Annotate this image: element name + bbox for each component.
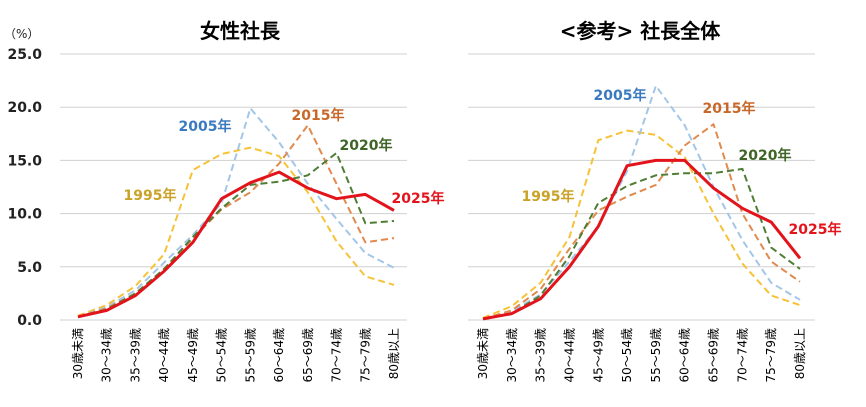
x-tick-label: 50～54歳 xyxy=(620,328,634,383)
x-tick-label: 50～54歳 xyxy=(215,328,229,383)
x-tick-label: 40～44歳 xyxy=(157,328,171,383)
x-tick-label: 55～59歳 xyxy=(649,328,663,383)
y-tick-label: 5.0 xyxy=(17,260,42,276)
x-tick-label: 40～44歳 xyxy=(562,328,576,383)
y-tick-label: 25.0 xyxy=(7,47,42,63)
x-tick-label: 45～49歳 xyxy=(186,328,200,383)
y-tick-label: 20.0 xyxy=(7,100,42,116)
x-tick-label: 60～64歳 xyxy=(272,328,286,383)
chart-title-female: 女性社長 xyxy=(200,19,281,43)
y-tick-label: 0.0 xyxy=(17,313,42,329)
series-label-1995: 1995年 xyxy=(124,187,177,204)
series-line-2025 xyxy=(483,160,800,319)
series-label-2005: 2005年 xyxy=(594,87,647,104)
x-tick-label: 70～74歳 xyxy=(330,328,344,383)
x-tick-label: 70～74歳 xyxy=(735,328,749,383)
x-tick-label: 30歳未満 xyxy=(71,328,85,379)
x-tick-label: 65～69歳 xyxy=(301,328,315,383)
series-label-2020: 2020年 xyxy=(739,147,792,164)
x-tick-label: 55～59歳 xyxy=(243,328,257,383)
series-label-2020: 2020年 xyxy=(340,137,393,154)
y-tick-label: 15.0 xyxy=(7,153,42,169)
x-tick-label: 80歳以上 xyxy=(387,328,401,379)
series-label-2015: 2015年 xyxy=(703,100,756,117)
series-label-2015: 2015年 xyxy=(292,107,345,124)
unit-label: （%） xyxy=(4,27,39,41)
x-tick-label: 45～49歳 xyxy=(591,328,605,383)
x-tick-label: 65～69歳 xyxy=(707,328,721,383)
series-label-2005: 2005年 xyxy=(179,118,232,135)
x-tick-label: 30～34歳 xyxy=(100,328,114,383)
x-tick-label: 30～34歳 xyxy=(505,328,519,383)
x-tick-label: 60～64歳 xyxy=(678,328,692,383)
series-label-2025: 2025年 xyxy=(789,221,842,238)
x-tick-label: 30歳未満 xyxy=(476,328,490,379)
x-tick-label: 35～39歳 xyxy=(534,328,548,383)
series-line-2020 xyxy=(78,153,394,317)
series-label-2025: 2025年 xyxy=(392,190,445,207)
chart-title-all: <参考> 社長全体 xyxy=(560,19,721,43)
y-tick-label: 10.0 xyxy=(7,207,42,223)
x-tick-label: 80歳以上 xyxy=(793,328,807,379)
series-label-1995: 1995年 xyxy=(522,188,575,205)
x-tick-label: 35～39歳 xyxy=(128,328,142,383)
x-tick-label: 75～79歳 xyxy=(764,328,778,383)
x-tick-label: 75～79歳 xyxy=(358,328,372,383)
